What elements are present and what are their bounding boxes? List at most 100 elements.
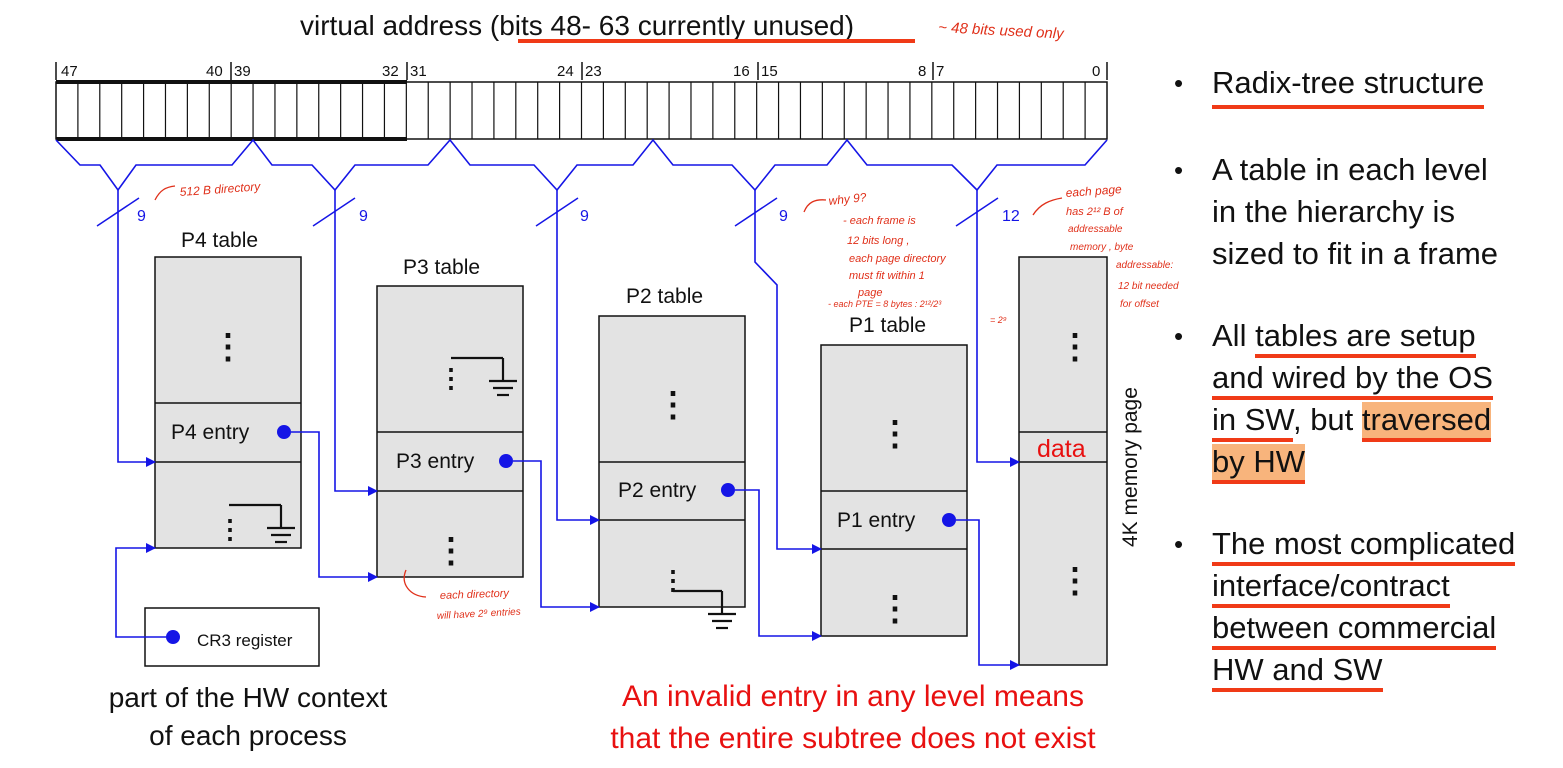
p4-entry-pointer xyxy=(277,425,291,439)
bullet-line: in the hierarchy is xyxy=(1212,194,1455,229)
null-ground-icon xyxy=(451,356,517,397)
bit-label: 40 xyxy=(206,63,223,80)
why9-line: - each PTE = 8 bytes : 2¹²/2³ xyxy=(828,299,942,309)
bullet-text-underlined: HW and SW xyxy=(1212,652,1383,692)
cr3-label: CR3 register xyxy=(197,631,293,650)
bullet-line: by HW xyxy=(1212,441,1555,484)
bullet-line: and wired by the OS xyxy=(1212,357,1555,400)
directory-size-note: 512 B directory xyxy=(179,179,261,199)
title-underlined: bits 48- 63 currently unused xyxy=(499,10,845,41)
bullet-text-underlined: between commercial xyxy=(1212,610,1497,650)
page-size-line: memory , byte xyxy=(1070,242,1134,253)
bullet-text-underlined: in SW xyxy=(1212,402,1293,442)
p2-to-p1-arrow xyxy=(735,489,822,641)
why9-line: - each frame is xyxy=(843,215,916,227)
page-size-line: each page xyxy=(1065,182,1122,200)
ellipsis-icon: ⋮ xyxy=(878,590,912,628)
bullet-line: Radix-tree structure xyxy=(1212,62,1485,109)
bit-label: 39 xyxy=(234,63,251,80)
why9-title: why 9? xyxy=(828,190,868,208)
bit-label: 31 xyxy=(410,63,427,80)
bullet-line: sized to fit in a frame xyxy=(1212,236,1499,271)
bullet-radix-tree: • Radix-tree structure xyxy=(1170,62,1555,109)
p1-entry-label: P1 entry xyxy=(837,509,916,532)
bullet-dot-icon: • xyxy=(1174,321,1184,351)
bullet-table-per-level: • A table in each level in the hierarchy… xyxy=(1170,149,1555,275)
bit-label: 7 xyxy=(936,63,944,80)
null-ground-icon xyxy=(673,589,736,630)
cr3-to-p4-arrow xyxy=(115,543,166,638)
p3-table-title: P3 table xyxy=(403,256,480,279)
bit-boundary-ticks xyxy=(55,62,1108,80)
bullet-text: All xyxy=(1212,318,1256,353)
p4-to-p3-arrow xyxy=(291,431,378,582)
bullet-dot-icon: • xyxy=(1174,529,1184,559)
offset-arrow xyxy=(976,190,1020,467)
p4-table: P4 table ⋮ P4 entry ⋮ xyxy=(154,229,302,549)
p2-table-title: P2 table xyxy=(626,285,703,308)
page-size-line: 12 bit needed xyxy=(1118,281,1179,292)
ellipsis-icon: ⋮ xyxy=(438,363,464,393)
p1-table-title: P1 table xyxy=(849,314,926,337)
p3-to-p2-arrow xyxy=(513,460,600,612)
ellipsis-icon: ⋮ xyxy=(656,386,690,424)
hw-context-caption: part of the HW context of each process xyxy=(109,682,388,751)
pointer-arrows xyxy=(115,190,1020,670)
page-size-line: has 2¹² B of xyxy=(1066,206,1124,218)
why9-line: must fit within 1 xyxy=(849,270,925,282)
null-ground-icon xyxy=(229,503,295,544)
bit-label: 32 xyxy=(382,63,399,80)
p1-entry-pointer xyxy=(942,513,956,527)
p2-entry-pointer xyxy=(721,483,735,497)
handwritten-annotations: 512 B directory why 9? - each frame is 1… xyxy=(154,179,1179,622)
bullet-complicated-interface: • The most complicated interface/contrac… xyxy=(1170,523,1555,692)
why9-line: each page directory xyxy=(849,253,947,265)
p1-to-page-arrow xyxy=(956,519,1020,670)
bit-label: 23 xyxy=(585,63,602,80)
dir-entries-line: will have 2⁹ entries xyxy=(437,607,521,622)
page-size-line: addressable xyxy=(1068,224,1123,235)
bullet-text-underlined: interface/contract xyxy=(1212,568,1450,608)
invalid-note-line: An invalid entry in any level means xyxy=(622,680,1084,713)
annotation-arrow xyxy=(1032,197,1063,216)
field-width-p1: 9 xyxy=(779,208,788,225)
page-data-label: data xyxy=(1037,435,1086,463)
bit-labels: 47 40 39 32 31 24 23 16 15 8 7 0 xyxy=(61,63,1100,80)
address-bit-cells xyxy=(77,82,1086,139)
p4-index-arrow xyxy=(117,190,156,467)
annotation-arrow xyxy=(803,199,827,213)
page-size-line: addressable: xyxy=(1116,260,1173,271)
why9-line: = 2⁹ xyxy=(990,315,1007,325)
why9-line: page xyxy=(857,287,882,299)
p3-table: P3 table ⋮ P3 entry ⋮ xyxy=(376,256,524,578)
p3-entry-label: P3 entry xyxy=(396,450,475,473)
bullet-line: in SW, but traversed xyxy=(1212,399,1555,442)
invalid-entry-note: An invalid entry in any level means that… xyxy=(610,680,1096,755)
hw-context-line: part of the HW context xyxy=(109,682,388,713)
bullet-line: All tables are setup xyxy=(1212,315,1555,358)
annotation-arrow xyxy=(154,185,176,201)
cr3-register: CR3 register xyxy=(144,607,320,667)
bullet-line: between commercial xyxy=(1212,607,1555,650)
bullet-dot-icon: • xyxy=(1174,68,1184,98)
field-width-p3: 9 xyxy=(359,208,368,225)
ellipsis-icon: ⋮ xyxy=(217,514,243,544)
why9-line: 12 bits long , xyxy=(847,235,909,247)
bullet-text: , but xyxy=(1292,402,1362,437)
diagram-title: virtual address (bits 48- 63 currently u… xyxy=(300,10,854,41)
p4-table-title: P4 table xyxy=(181,229,258,252)
ellipsis-icon: ⋮ xyxy=(211,328,245,366)
dir-entries-line: each directory xyxy=(440,588,511,602)
bullet-line: The most complicated xyxy=(1212,523,1555,566)
field-width-p2: 9 xyxy=(580,208,589,225)
p2-table: P2 table ⋮ P2 entry ⋮ xyxy=(598,285,746,630)
hw-context-line: of each process xyxy=(149,720,347,751)
bullet-text-highlighted: traversed xyxy=(1361,402,1492,442)
field-width-p4: 9 xyxy=(137,208,146,225)
page-size-line: for offset xyxy=(1120,299,1160,310)
p3-index-arrow xyxy=(334,190,378,496)
annotation-arrow xyxy=(403,569,427,598)
bullet-line: interface/contract xyxy=(1212,565,1555,608)
p2-entry-label: P2 entry xyxy=(618,479,697,502)
